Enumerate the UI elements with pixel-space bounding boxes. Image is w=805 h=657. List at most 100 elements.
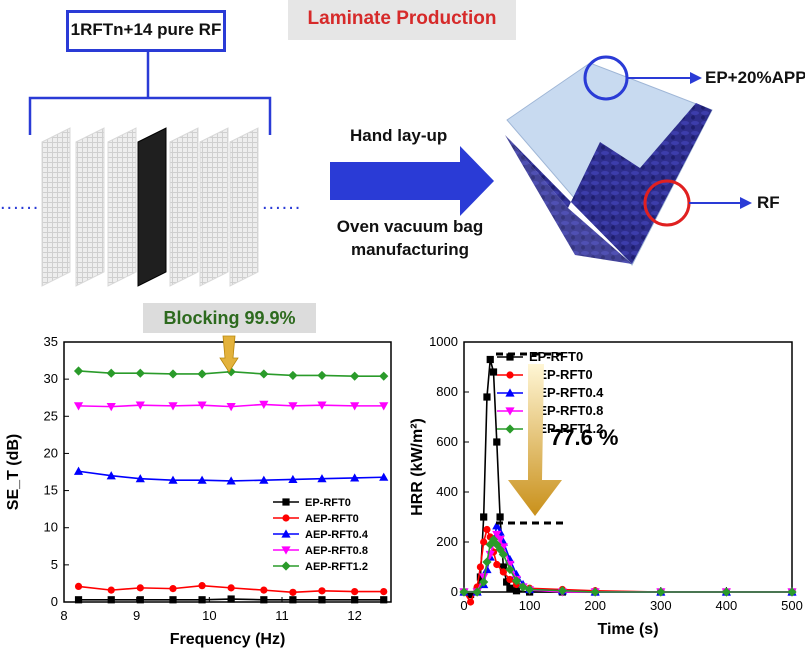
data-point [169,585,177,593]
data-point [380,596,388,604]
coating-label: EP+20%APP [705,68,805,87]
data-point [479,577,489,587]
legend-marker [505,388,515,397]
y-tick-label: 15 [44,483,58,498]
data-point [496,513,504,521]
laminate-illustration [505,62,713,266]
data-point [590,587,600,597]
data-point [466,598,475,606]
data-point [197,475,207,484]
ply-stack [41,127,259,287]
y-tick-label: 5 [51,557,58,572]
se-chart: 8 9 10 11 12 0 5 10 15 20 25 30 35 Frequency (Hz) SE_T… [5,334,392,648]
data-point [495,535,505,545]
data-point [498,549,508,560]
hrr-chart: 0 100 200 300 400 500 0 200 400 600 800 1000 Time (s… [409,334,803,638]
legend-label: AEP-RFT0 [305,513,359,525]
data-point [289,588,297,596]
data-point [259,369,269,379]
data-point [505,564,515,575]
schematic-graphics [28,52,752,287]
x-tick-label: 100 [519,598,541,613]
legend-marker [506,371,514,379]
legend-marker [506,353,514,361]
reduction-annotation: 77.6 % [496,352,619,525]
data-point [106,368,116,378]
coating-callout [583,55,702,101]
series-AEP-RFT0 [74,582,388,596]
data-point [483,525,491,534]
data-point [379,402,389,411]
ply-3 [107,127,137,287]
data-point [318,596,326,604]
arrow-top-text: Hand lay-up [350,126,448,145]
data-point [260,596,268,604]
x-tick-label: 400 [716,598,738,613]
data-point [73,366,84,376]
y-tick-label: 400 [436,484,458,499]
stack-label-box [66,10,226,52]
data-point [227,595,235,603]
series-EP-RFT0 [74,595,388,604]
data-point [350,473,360,482]
y-tick-label: 25 [44,408,58,423]
data-point [74,582,83,590]
data-point [106,403,116,412]
data-point [380,588,388,596]
data-point [168,402,178,411]
legend-label: EP-RFT0 [305,497,351,509]
data-point [379,371,389,381]
data-point [480,513,488,521]
data-point [197,369,207,379]
series-AEP-RFT0.8 [73,400,389,412]
x-tick-label: 200 [584,598,606,613]
legend-marker [282,498,290,506]
y-tick-label: 30 [44,371,58,386]
data-point [379,472,389,481]
data-point [288,370,298,381]
data-point [350,371,360,381]
arrow-bottom-text-1: Oven vacuum bag [336,217,484,236]
data-point [198,582,206,590]
x-tick-label: 0 [460,598,467,613]
process-arrow [330,146,494,216]
ply-4 [169,127,199,287]
x-tick-label: 300 [650,598,672,613]
legend-marker [281,561,291,571]
ply-5 [199,127,229,287]
blocking-text: Blocking 99.9% [163,308,296,328]
y-tick-label: 0 [51,594,58,609]
data-point [656,587,666,597]
data-point [288,402,298,411]
data-point [459,587,469,597]
data-point [317,401,327,410]
data-point [135,474,145,483]
data-point [787,587,797,597]
data-point [198,596,206,604]
legend-marker [282,514,290,522]
data-point [168,475,178,484]
blocking-banner [143,303,316,333]
data-point [226,476,236,485]
data-point [226,403,236,412]
data-point [136,596,144,604]
y-axis-label: SE_T (dB) [5,434,22,510]
legend-marker [505,424,515,434]
data-point [476,573,484,581]
ply-6 [229,127,259,287]
data-point [472,587,482,597]
legend-label: AEP-RFT0 [529,367,593,382]
data-point [351,596,359,604]
series-AEP-RFT0.4 [73,466,389,485]
data-point [74,596,83,604]
data-point [492,521,502,530]
fabric-label: RF [757,193,780,212]
y-tick-label: 200 [436,534,458,549]
y-axis-label: HRR (kW/m²) [409,418,426,516]
legend-marker [281,546,291,555]
data-point [499,568,507,576]
x-axis-label: Frequency (Hz) [170,631,286,648]
legend-label: AEP-RFT1.2 [305,561,368,573]
data-point [135,368,145,378]
ply-2 [75,127,105,287]
